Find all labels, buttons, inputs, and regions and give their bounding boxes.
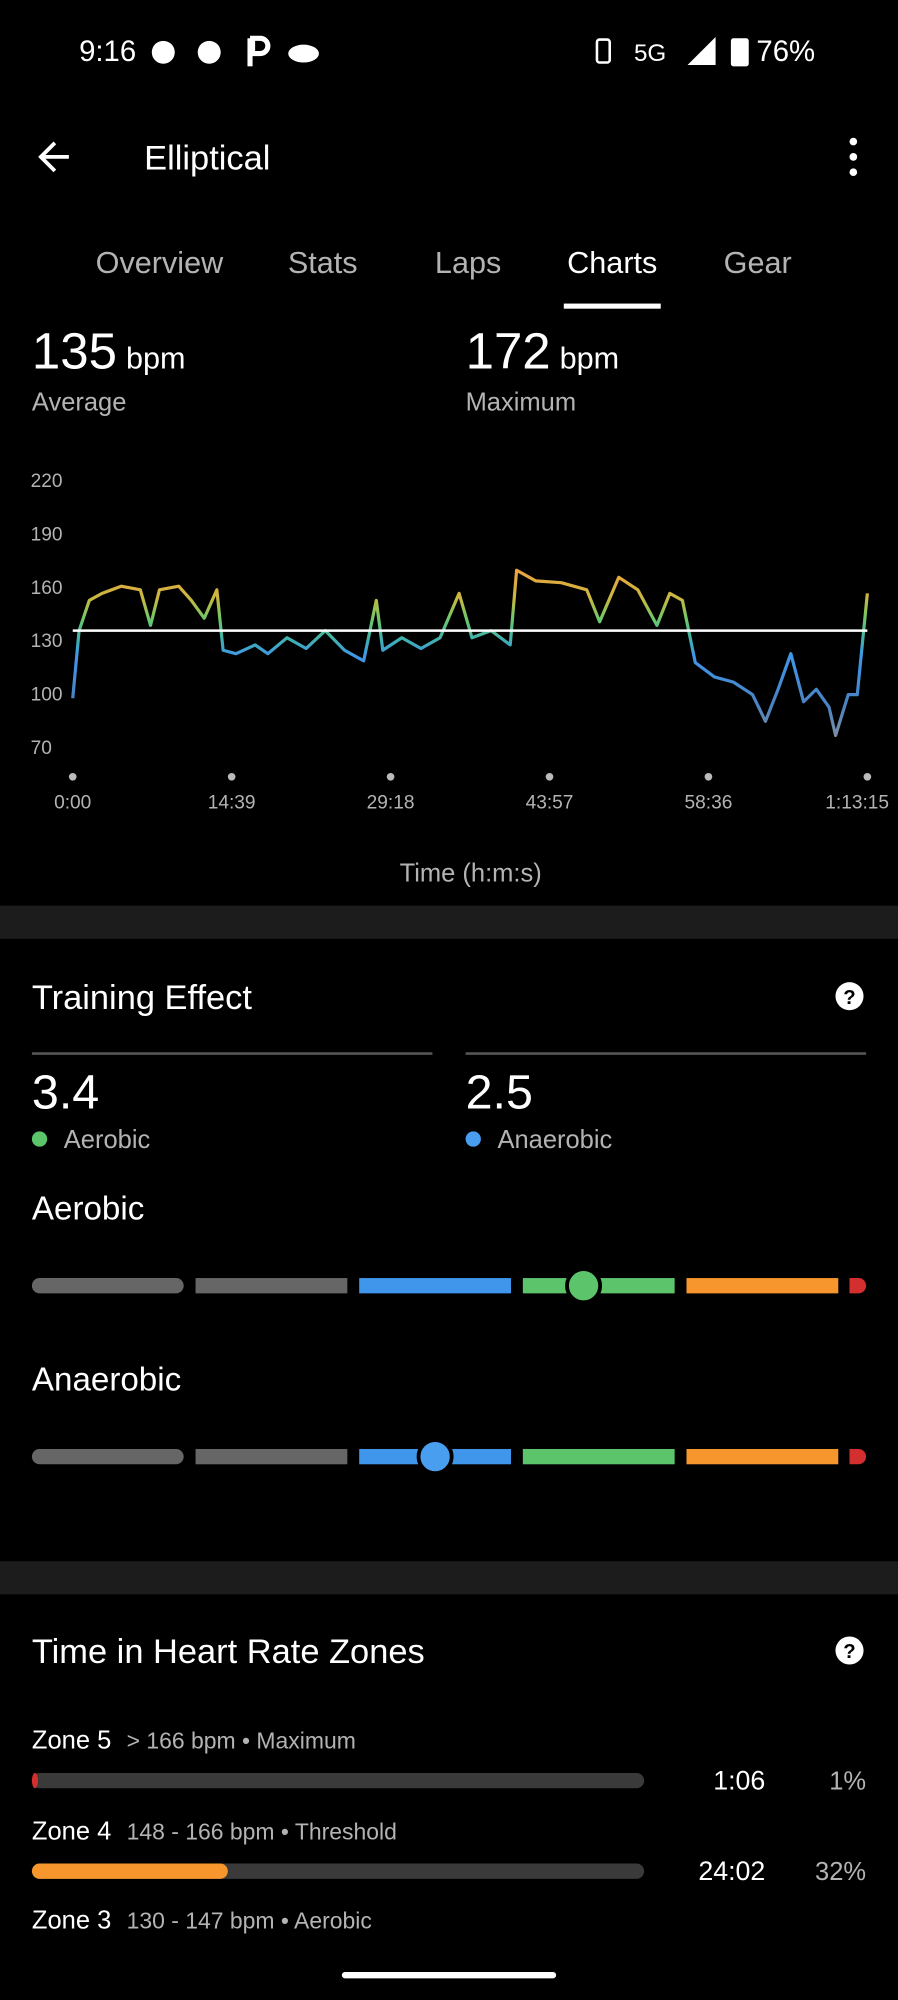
gauge-segment — [359, 1278, 511, 1294]
zone-name: Zone 5 — [32, 1727, 111, 1755]
svg-text:?: ? — [843, 987, 855, 1009]
x-tick-mark — [863, 772, 872, 781]
section-title: Time in Heart Rate Zones — [32, 1633, 425, 1671]
summary-value: 172 — [466, 323, 551, 380]
x-tick-mark — [68, 772, 77, 781]
status-icons — [151, 35, 749, 67]
summary-value: 135 — [32, 323, 117, 380]
x-tick-mark — [704, 772, 713, 781]
y-tick-label: 190 — [31, 525, 63, 546]
gauge-end — [849, 1448, 867, 1465]
tab[interactable]: Gear — [724, 246, 792, 280]
home-indicator[interactable] — [341, 1971, 557, 1979]
section-title: Training Effect — [32, 979, 252, 1017]
tabs: Overview Stats Laps Charts Gear — [96, 246, 792, 280]
y-tick-label: 70 — [31, 738, 52, 759]
section-divider — [0, 1561, 898, 1595]
x-tick-label: 58:36 — [685, 793, 733, 814]
x-tick-mark — [545, 772, 554, 781]
menu-button[interactable] — [849, 137, 858, 177]
status-battery: 76% — [756, 35, 815, 68]
x-axis-label: Time (h:m:s) — [400, 859, 542, 887]
summary-label: Maximum — [466, 389, 577, 417]
legend-dot — [31, 1131, 48, 1147]
status-time: 9:16 — [79, 35, 136, 68]
header-title: Elliptical — [144, 140, 270, 178]
gauge-end — [849, 1278, 867, 1294]
x-tick-label: 0:00 — [54, 793, 91, 814]
anaerobic-value: 2.5 — [466, 1065, 533, 1119]
zone-range: > 166 bpm • Maximum — [127, 1728, 356, 1754]
zone-name: Zone 3 — [32, 1907, 111, 1935]
svg-text:?: ? — [843, 1641, 855, 1663]
gauge-segment — [522, 1448, 675, 1465]
summary-label: Average — [32, 389, 127, 417]
tab-indicator — [563, 303, 661, 309]
gauge-segment — [195, 1278, 348, 1294]
gauge-title: Anaerobic — [32, 1361, 181, 1398]
tab[interactable]: Stats — [288, 246, 358, 280]
status-network: 5G — [634, 40, 666, 67]
aerobic-value: 3.4 — [32, 1065, 99, 1119]
zone-range: 130 - 147 bpm • Aerobic — [127, 1908, 372, 1934]
zone-track — [31, 1772, 645, 1789]
gauge-segment — [31, 1278, 184, 1294]
x-tick-label: 1:13:15 — [825, 793, 889, 814]
tab[interactable]: Laps — [435, 246, 501, 280]
x-tick-label: 29:18 — [367, 793, 415, 814]
gauge-segment — [686, 1448, 839, 1465]
y-tick-label: 130 — [31, 631, 63, 652]
heart-rate-line — [71, 568, 869, 738]
help-button[interactable]: ? — [835, 1636, 864, 1665]
summary-unit: bpm — [126, 342, 186, 376]
gauge-title: Aerobic — [32, 1190, 144, 1227]
zone-time: 24:02 — [698, 1856, 765, 1886]
section-divider — [0, 905, 898, 939]
legend-dot — [465, 1131, 481, 1147]
y-tick-label: 220 — [31, 471, 63, 492]
help-button[interactable]: ? — [835, 982, 864, 1011]
zone-bar — [31, 1863, 228, 1879]
back-button[interactable] — [38, 141, 69, 173]
x-tick-label: 14:39 — [208, 793, 256, 814]
y-tick-label: 100 — [31, 685, 63, 706]
anaerobic-label: Anaerobic — [497, 1126, 612, 1154]
tab[interactable]: Charts — [567, 246, 657, 280]
aerobic-label: Aerobic — [64, 1126, 151, 1154]
gauge-marker — [416, 1438, 454, 1476]
x-tick-mark — [386, 772, 395, 781]
gauge-segment — [686, 1278, 839, 1294]
gauge-marker — [565, 1267, 603, 1305]
gauge-segment — [31, 1448, 184, 1465]
dynamic: 135 bpm Average 172 bpm Maximum 70 100 130 160 190… — [31, 303, 889, 1935]
zone-time: 1:06 — [713, 1766, 765, 1796]
tab[interactable]: Overview — [96, 246, 224, 280]
gauge-segment — [195, 1448, 348, 1465]
zone-name: Zone 4 — [32, 1817, 111, 1845]
x-tick-mark — [227, 772, 236, 781]
zone-bar — [31, 1772, 39, 1789]
zone-percent: 1% — [829, 1768, 866, 1796]
x-tick-label: 43:57 — [526, 793, 574, 814]
y-tick-label: 160 — [31, 578, 63, 599]
zone-percent: 32% — [815, 1858, 866, 1886]
summary-unit: bpm — [560, 342, 620, 376]
zone-range: 148 - 166 bpm • Threshold — [127, 1818, 397, 1844]
